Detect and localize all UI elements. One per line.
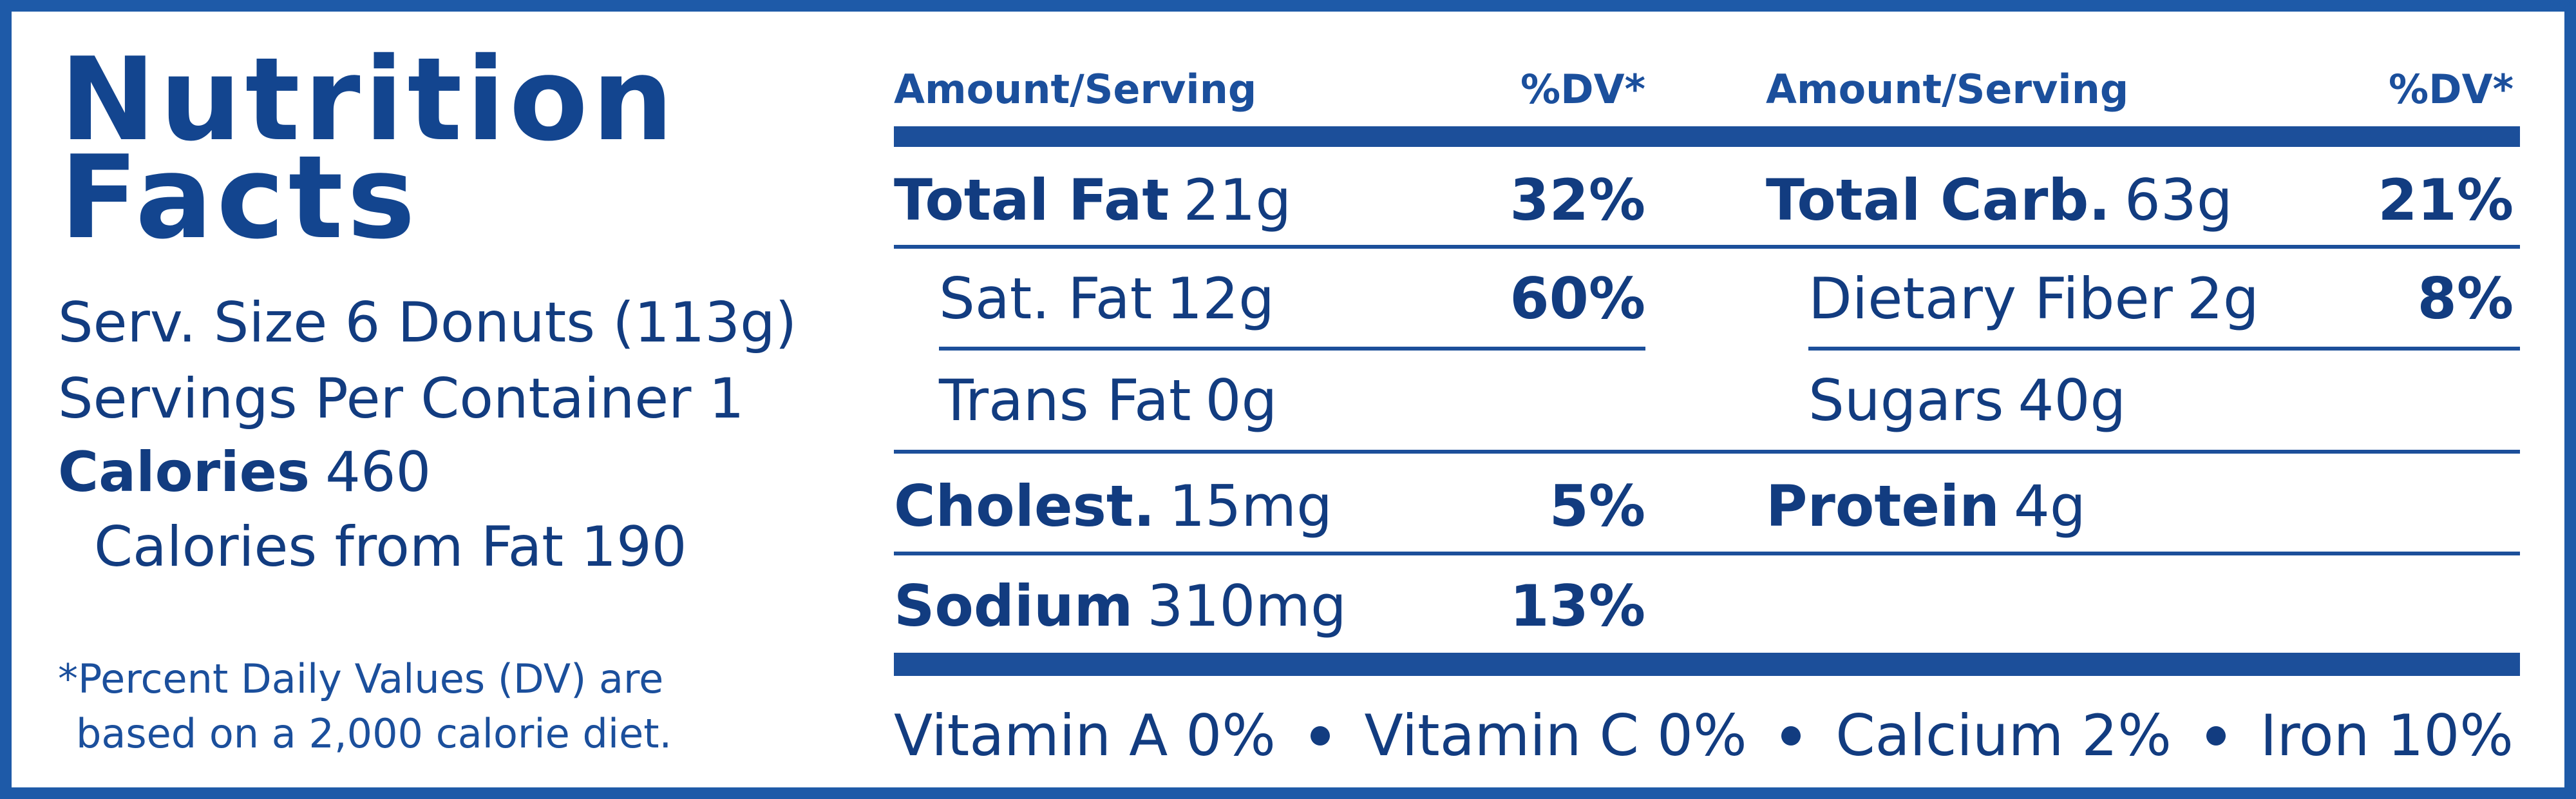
nutrient-name: Total Fat [894,167,1170,233]
nutrient-row: Total Fat 21g [894,172,1291,229]
nutrient-amount: 63g [2124,167,2233,233]
calories-label: Calories [58,440,310,505]
nutrient-row: Dietary Fiber 2g [1808,271,2259,327]
rule [894,245,2520,249]
nutrient-amount: 2g [2186,265,2259,332]
rule [1808,347,2520,351]
nutrient-amount: 21g [1183,167,1292,233]
nutrient-amount: 15mg [1169,473,1332,539]
nutrient-row: Total Carb. 63g [1766,172,2233,229]
separator-dot [1781,726,1801,746]
thick-rule [894,653,2520,676]
footnote: *Percent Daily Values (DV) are [58,655,664,702]
nutrient-row: Sodium 310mg [894,578,1347,635]
vitamin-row: Vitamin A 0% Vitamin C 0% Calcium 2% Iron 1… [894,708,2514,764]
daily-value: 13% [1510,573,1645,639]
vitamin: Calcium 2% [1835,702,2172,769]
nutrient-row: Sugars 40g [1808,372,2126,429]
rule [894,450,2520,454]
serving-size: Serv. Size 6 Donuts (113g) [58,291,797,355]
rule [894,552,2520,555]
nutrient-name: Sodium [894,573,1133,639]
vitamin: Vitamin C 0% [1364,702,1747,769]
nutrient-amount: 0g [1205,367,1278,434]
nutrient-amount: 12g [1166,265,1275,332]
title-line: Nutrition [60,33,677,166]
daily-value: 5% [1549,473,1645,539]
thick-rule [894,126,2520,147]
daily-value: 60% [1510,265,1645,332]
daily-value: 8% [2417,265,2514,332]
vitamin: Iron 10% [2260,702,2514,769]
nutrient-amount: 40g [2018,367,2126,434]
nutrient-row: Protein 4g [1766,478,2086,535]
separator-dot [2206,726,2226,746]
servings-per-container: Servings Per Container 1 [58,367,744,431]
footnote: based on a 2,000 calorie diet. [76,710,672,757]
separator-dot [1310,726,1330,746]
nutrient-row: Sat. Fat 12g [939,271,1274,327]
vitamin: Vitamin A 0% [894,702,1276,769]
nutrient-row: Cholest. 15mg [894,478,1332,535]
column-header: Amount/Serving [1766,66,2129,113]
nutrient-amount: 310mg [1147,573,1347,639]
daily-value: 32% [1510,167,1645,233]
nutrient-row: Trans Fat 0g [939,372,1277,429]
daily-value: 21% [2378,167,2514,233]
column-header: %DV* [2389,66,2514,113]
nutrient-name: Trans Fat [939,367,1191,434]
calories-from-fat: Calories from Fat 190 [94,515,687,579]
nutrient-name: Sugars [1808,367,2004,434]
nutrient-name: Cholest. [894,473,1155,539]
calories: Calories 460 [58,445,431,500]
column-header: %DV* [1520,66,1645,113]
nutrient-amount: 4g [2013,473,2086,539]
title-line: Facts [60,131,419,264]
nutrient-name: Sat. Fat [939,265,1153,332]
nutrient-name: Protein [1766,473,2000,539]
nutrient-name: Dietary Fiber [1808,265,2173,332]
rule [939,347,1645,351]
nutrient-name: Total Carb. [1766,167,2110,233]
calories-value: 460 [325,440,431,505]
column-header: Amount/Serving [894,66,1257,113]
